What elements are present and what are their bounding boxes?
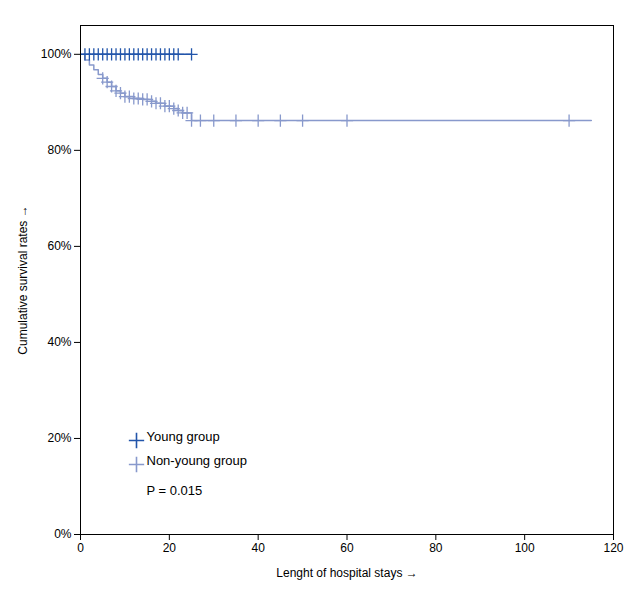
svg-text:Non-young group: Non-young group — [147, 453, 247, 468]
svg-text:Young group: Young group — [147, 429, 220, 444]
svg-text:Lenght of hospital stays →: Lenght of hospital stays → — [276, 566, 417, 580]
svg-text:40: 40 — [251, 541, 265, 555]
svg-text:20%: 20% — [47, 431, 71, 445]
svg-text:60%: 60% — [47, 239, 71, 253]
svg-text:40%: 40% — [47, 335, 71, 349]
svg-text:80: 80 — [429, 541, 443, 555]
svg-text:P = 0.015: P = 0.015 — [147, 483, 203, 498]
svg-text:120: 120 — [603, 541, 623, 555]
svg-text:100: 100 — [515, 541, 535, 555]
svg-text:0: 0 — [77, 541, 84, 555]
svg-text:20: 20 — [163, 541, 177, 555]
svg-text:0%: 0% — [54, 527, 72, 541]
svg-text:80%: 80% — [47, 143, 71, 157]
svg-text:Cumulative survival rates →: Cumulative survival rates → — [16, 205, 30, 354]
svg-text:60: 60 — [340, 541, 354, 555]
svg-text:100%: 100% — [41, 47, 72, 61]
